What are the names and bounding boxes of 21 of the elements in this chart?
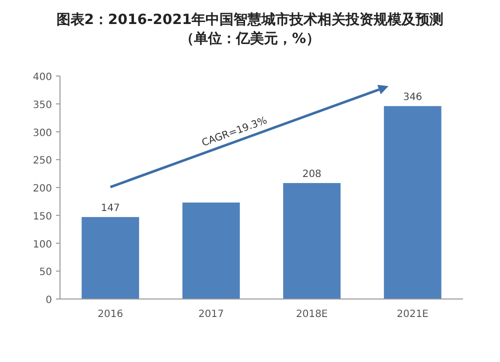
data-label: 208 (302, 169, 322, 180)
bar (182, 202, 240, 299)
bar (384, 106, 442, 299)
x-tick-label: 2017 (198, 309, 224, 320)
y-tick-label: 50 (39, 267, 52, 278)
x-tick-label: 2016 (98, 309, 124, 320)
bar (283, 183, 341, 299)
data-label: 346 (403, 92, 422, 104)
y-tick-label: 300 (32, 128, 52, 139)
x-tick-label: 2021E (396, 309, 429, 320)
y-tick-label: 100 (32, 239, 52, 250)
y-tick-label: 200 (32, 184, 52, 194)
y-tick-label: 350 (32, 100, 52, 111)
chart-title: 图表2：2016-2021年中国智慧城市技术相关投资规模及预测（单位：亿美元，%） (56, 11, 444, 47)
x-tick-label: 2018E (296, 309, 328, 320)
bar (82, 217, 140, 299)
y-tick-label: 400 (32, 72, 52, 83)
data-label: 147 (100, 203, 120, 214)
y-tick-label: 250 (32, 156, 52, 167)
y-tick-label: 0 (46, 295, 52, 306)
y-tick-label: 150 (32, 211, 52, 222)
